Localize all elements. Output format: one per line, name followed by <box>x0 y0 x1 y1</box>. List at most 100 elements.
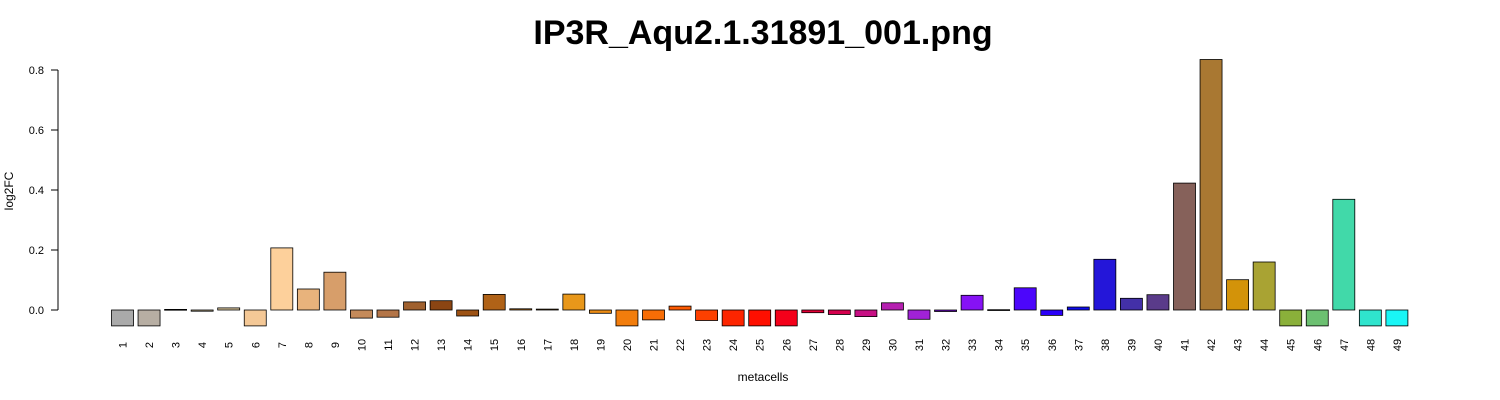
bar-metacell-30 <box>881 302 904 311</box>
x-tick-label: 8 <box>303 342 315 348</box>
x-tick-label: 16 <box>516 339 528 351</box>
bar-metacell-17 <box>535 308 559 311</box>
bar-metacell-37 <box>1066 306 1090 311</box>
y-tick-label: 0.4 <box>29 185 44 197</box>
bar-metacell-49 <box>1385 309 1409 327</box>
x-tick-label: 1 <box>118 342 130 348</box>
x-tick-label: 40 <box>1153 339 1165 351</box>
x-tick-label: 13 <box>436 339 448 351</box>
bar-metacell-38 <box>1093 258 1117 311</box>
x-tick-label: 26 <box>781 339 793 351</box>
bars-group <box>111 59 1409 327</box>
x-tick-label: 31 <box>914 339 926 351</box>
bar-metacell-41 <box>1173 182 1196 311</box>
bar-metacell-35 <box>1013 287 1037 311</box>
x-tick-label: 5 <box>224 342 236 348</box>
bar-metacell-26 <box>774 309 798 327</box>
bar-metacell-48 <box>1358 309 1382 327</box>
bar-metacell-34 <box>987 309 1011 311</box>
bar-metacell-10 <box>350 309 373 319</box>
bar-metacell-46 <box>1305 309 1329 327</box>
x-tick-label: 18 <box>569 339 581 351</box>
x-tick-label: 22 <box>675 339 687 351</box>
x-tick-label: 37 <box>1073 339 1085 351</box>
x-tick-label: 14 <box>463 339 475 351</box>
x-tick-label: 34 <box>994 339 1006 351</box>
bar-metacell-39 <box>1120 297 1143 311</box>
x-tick-label: 33 <box>967 339 979 351</box>
bar-metacell-36 <box>1040 309 1064 316</box>
bar-metacell-28 <box>827 309 851 315</box>
x-tick-label: 39 <box>1126 339 1138 351</box>
x-tick-label: 6 <box>250 342 262 348</box>
y-axis-label: log2FC <box>2 171 16 210</box>
bar-metacell-3 <box>164 308 188 311</box>
bar-metacell-40 <box>1146 294 1170 311</box>
x-tick-label: 12 <box>410 339 422 351</box>
x-tick-label: 10 <box>356 339 368 351</box>
bar-metacell-4 <box>190 309 214 312</box>
bar-metacell-7 <box>270 247 294 311</box>
x-tick-label: 20 <box>622 339 634 351</box>
bar-metacell-16 <box>509 308 533 311</box>
x-tick-label: 11 <box>383 339 395 350</box>
bar-metacell-45 <box>1279 309 1303 327</box>
y-axis-ticks: 0.0 0.2 0.4 0.6 0.8 <box>29 65 58 317</box>
bar-metacell-14 <box>456 309 480 317</box>
bar-metacell-9 <box>323 271 347 311</box>
bar-metacell-18 <box>562 293 586 311</box>
bar-metacell-5 <box>217 307 241 311</box>
bar-metacell-43 <box>1226 279 1249 311</box>
x-tick-label: 45 <box>1286 339 1298 351</box>
bar-metacell-21 <box>642 309 665 321</box>
x-tick-label: 3 <box>171 342 183 348</box>
y-tick-label: 0.6 <box>29 125 44 137</box>
x-tick-label: 2 <box>144 342 156 348</box>
x-tick-label: 9 <box>330 342 342 348</box>
x-tick-label: 46 <box>1312 339 1324 351</box>
bar-metacell-32 <box>934 309 957 312</box>
x-tick-label: 29 <box>861 339 873 351</box>
x-axis-label: metacells <box>738 370 789 384</box>
bar-metacell-42 <box>1199 59 1223 311</box>
x-tick-label: 15 <box>489 339 501 351</box>
x-tick-label: 36 <box>1047 339 1059 351</box>
bar-metacell-1 <box>111 309 134 327</box>
bar-metacell-13 <box>429 300 453 311</box>
bar-metacell-8 <box>296 288 320 311</box>
x-tick-label: 24 <box>728 339 740 351</box>
bar-metacell-25 <box>748 309 772 327</box>
bar-metacell-2 <box>137 309 161 327</box>
bar-metacell-22 <box>668 305 692 311</box>
y-tick-label: 0.0 <box>29 305 44 317</box>
x-tick-label: 44 <box>1259 339 1271 351</box>
x-tick-label: 27 <box>808 339 820 351</box>
x-tick-label: 38 <box>1100 339 1112 351</box>
x-tick-label: 25 <box>755 339 767 351</box>
x-tick-label: 49 <box>1392 339 1404 351</box>
x-tick-label: 48 <box>1365 339 1377 351</box>
x-tick-label: 21 <box>649 339 661 351</box>
bar-metacell-29 <box>854 309 878 317</box>
bar-metacell-33 <box>960 294 984 311</box>
x-tick-label: 7 <box>277 342 289 348</box>
bar-metacell-20 <box>615 309 639 327</box>
bar-metacell-15 <box>482 293 506 311</box>
bar-metacell-12 <box>403 301 426 311</box>
bar-metacell-6 <box>243 309 267 327</box>
x-tick-label: 4 <box>197 342 209 348</box>
y-tick-label: 0.8 <box>29 65 44 77</box>
x-tick-label: 17 <box>542 339 554 351</box>
bar-metacell-27 <box>801 309 825 314</box>
bar-metacell-19 <box>589 309 612 314</box>
chart-title: IP3R_Aqu2.1.31891_001.png <box>533 14 992 52</box>
x-tick-label: 30 <box>887 339 899 351</box>
x-tick-label: 32 <box>941 339 953 351</box>
x-tick-label: 35 <box>1020 339 1032 351</box>
x-tick-label: 41 <box>1180 339 1192 351</box>
x-tick-label: 47 <box>1339 339 1351 351</box>
x-tick-label: 42 <box>1206 339 1218 351</box>
x-tick-label: 23 <box>702 339 714 351</box>
bar-metacell-44 <box>1252 261 1276 311</box>
